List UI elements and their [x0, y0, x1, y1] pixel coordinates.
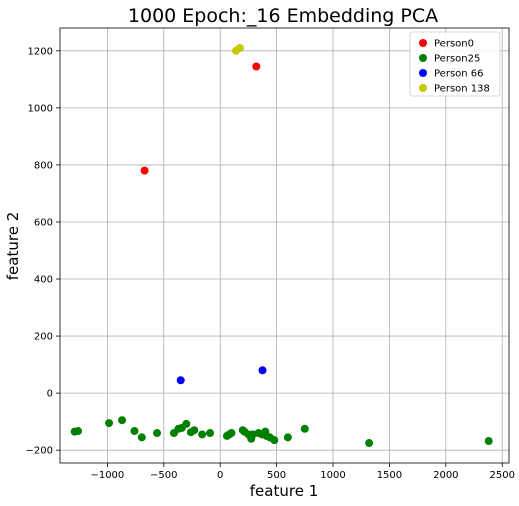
- legend-label: Person0: [434, 39, 474, 50]
- y-tick-label: −200: [26, 446, 53, 457]
- chart-title: 1000 Epoch:_16 Embedding PCA: [128, 5, 438, 27]
- x-tick-label: 2500: [490, 470, 515, 481]
- legend-label: Person25: [434, 54, 480, 65]
- x-tick-label: 1500: [377, 470, 402, 481]
- data-point: [206, 429, 215, 438]
- y-tick-label: 400: [34, 275, 53, 286]
- y-tick-label: 200: [34, 332, 53, 343]
- y-axis-label: feature 2: [4, 212, 22, 280]
- data-point: [235, 43, 244, 52]
- data-point: [198, 430, 207, 439]
- plot-area-frame: [59, 27, 510, 464]
- legend-label: Person 66: [434, 69, 484, 80]
- data-point: [105, 419, 114, 428]
- data-point: [176, 376, 185, 385]
- legend-marker: [419, 84, 427, 92]
- legend-marker: [419, 69, 427, 77]
- x-tick-label: −1000: [90, 470, 124, 481]
- y-tick-label: 800: [34, 160, 53, 171]
- legend-label: Person 138: [434, 84, 490, 95]
- data-point: [227, 429, 236, 438]
- x-axis-label: feature 1: [250, 482, 318, 500]
- x-tick-label: 0: [217, 470, 223, 481]
- data-point: [283, 433, 292, 442]
- data-point: [137, 433, 146, 442]
- x-tick-label: 1000: [320, 470, 345, 481]
- y-tick-label: 0: [47, 389, 53, 400]
- data-point: [118, 416, 127, 425]
- x-axis-ticks: −1000 −500 0 500 1000 1500 2000 2500: [90, 463, 515, 481]
- x-tick-label: 2000: [433, 470, 458, 481]
- y-tick-label: 1200: [28, 46, 53, 57]
- x-tick-label: 500: [267, 470, 286, 481]
- y-tick-label: 1000: [28, 103, 53, 114]
- legend: Person0 Person25 Person 66 Person 138: [409, 31, 501, 97]
- data-point: [130, 427, 139, 436]
- x-tick-label: −500: [150, 470, 177, 481]
- data-point: [153, 429, 162, 438]
- data-point: [74, 427, 83, 436]
- data-points: [70, 43, 493, 448]
- data-point: [182, 419, 191, 428]
- data-point: [252, 62, 261, 71]
- legend-box: [409, 31, 501, 97]
- legend-marker: [419, 39, 427, 47]
- y-axis-ticks: −200 0 200 400 600 800 1000 1200: [26, 46, 60, 457]
- data-point: [270, 436, 279, 445]
- data-point: [300, 424, 309, 433]
- grid-lines: [60, 28, 509, 463]
- legend-marker: [419, 54, 427, 62]
- data-point: [258, 366, 267, 375]
- data-point: [190, 426, 199, 435]
- data-point: [484, 437, 493, 446]
- data-point: [140, 166, 149, 175]
- data-point: [365, 439, 374, 448]
- y-tick-label: 600: [34, 217, 53, 228]
